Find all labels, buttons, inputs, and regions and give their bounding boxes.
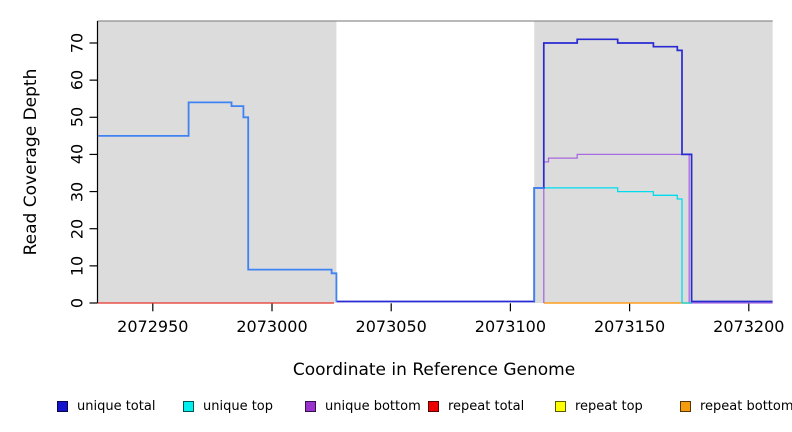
- axis-ticks: [89, 42, 750, 312]
- series-line-unique-total-over-unique-top-overlap: [533, 186, 544, 302]
- y-axis-title: Read Coverage Depth: [21, 68, 41, 256]
- legend-swatch-unique-total: [57, 401, 68, 412]
- x-axis-title: Coordinate in Reference Genome: [292, 360, 576, 380]
- legend-swatch-repeat-total: [428, 401, 439, 412]
- y-tick-label: 40: [67, 144, 87, 165]
- y-tick-label: 0: [67, 297, 87, 309]
- legend-label: unique bottom: [325, 399, 421, 414]
- highlight-region-1: [534, 21, 773, 303]
- x-tick-label: 2073100: [474, 317, 547, 336]
- series-line-unique-total-over-unique-top-overlap: [98, 101, 338, 302]
- plot-frame: [96, 20, 773, 304]
- x-tick-label: 2073000: [236, 317, 308, 336]
- y-tick-label: 10: [67, 255, 87, 277]
- y-tick-label: 70: [67, 32, 87, 54]
- legend-swatch-repeat-top: [555, 401, 566, 412]
- legend-swatch-unique-bottom: [305, 401, 316, 412]
- y-tick-label: 30: [67, 181, 87, 202]
- legend-label: repeat top: [575, 399, 643, 414]
- legend-swatch-repeat-bottom: [680, 401, 691, 412]
- x-tick-label: 2073200: [713, 317, 785, 336]
- highlight-regions: [97, 21, 773, 303]
- series-line-unique-top: [534, 187, 692, 304]
- x-tick-label: 2073050: [355, 317, 427, 336]
- coverage-series-lines: [98, 38, 773, 304]
- x-tick-label: 2072950: [117, 317, 189, 336]
- y-tick-label: 20: [67, 218, 87, 239]
- y-tick-label: 60: [67, 69, 87, 91]
- series-line-unique-bottom: [543, 153, 773, 304]
- highlight-region-0: [97, 21, 337, 303]
- legend-label: unique total: [77, 399, 156, 414]
- legend-label: unique top: [203, 399, 274, 414]
- legend-label: repeat bottom: [700, 399, 792, 414]
- x-tick-label: 2073150: [593, 317, 666, 336]
- y-tick-label: 50: [67, 107, 87, 128]
- legend-label: repeat total: [448, 399, 525, 414]
- legend-swatch-unique-top: [183, 401, 194, 412]
